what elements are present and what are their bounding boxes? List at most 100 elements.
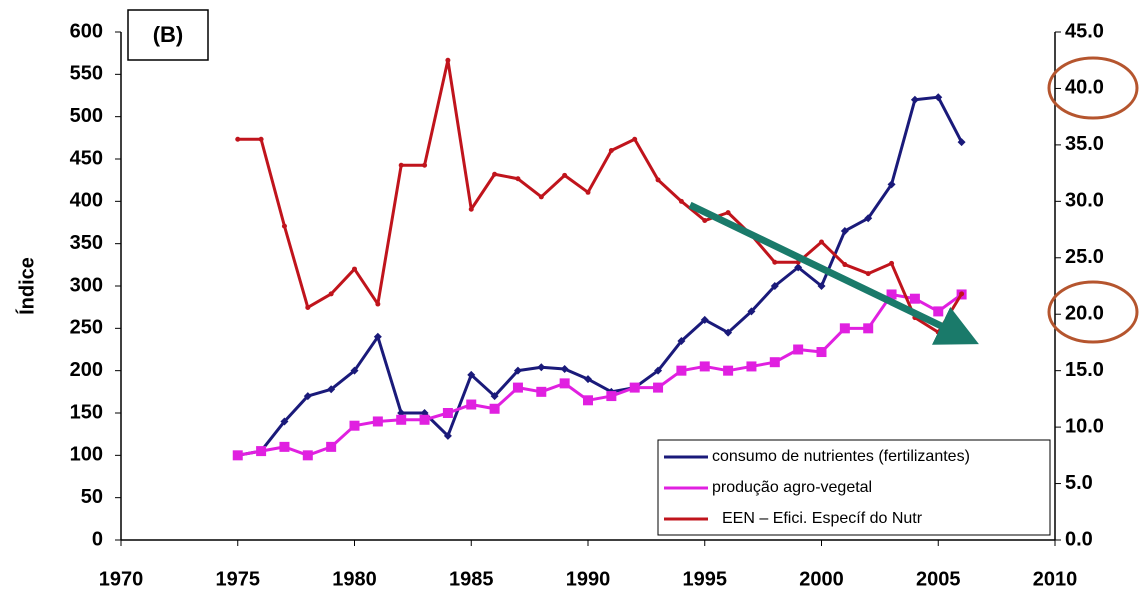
marker (515, 176, 521, 182)
marker (538, 194, 544, 200)
marker (723, 365, 734, 376)
marker (468, 206, 474, 212)
marker (839, 323, 850, 334)
marker (678, 198, 684, 204)
marker (887, 180, 896, 189)
marker (442, 408, 453, 418)
y2-tick-label: 40.0 (1065, 77, 1104, 99)
marker (793, 344, 804, 355)
marker (959, 291, 965, 297)
y-tick-label: 400 (70, 190, 103, 212)
marker (422, 162, 428, 168)
marker (373, 332, 382, 341)
y-axis-label: Índice (15, 257, 38, 315)
marker (235, 136, 241, 142)
y-tick-label: 250 (70, 317, 103, 339)
x-tick-label: 2000 (799, 568, 844, 590)
marker (583, 395, 593, 406)
y-tick-label: 200 (70, 359, 103, 381)
y2-tick-label: 5.0 (1065, 472, 1093, 494)
marker (396, 414, 407, 425)
y-tick-label: 450 (70, 147, 103, 169)
marker (935, 329, 941, 335)
legend-box (657, 439, 1051, 536)
marker (772, 259, 778, 265)
marker (606, 391, 617, 402)
marker (629, 382, 640, 393)
highlight-circle (1047, 56, 1139, 120)
marker (608, 148, 614, 154)
y-tick-label: 600 (70, 20, 103, 42)
x-tick-label: 2010 (1033, 568, 1078, 590)
marker (677, 337, 686, 346)
marker (910, 95, 919, 104)
y2-tick-label: 45.0 (1065, 20, 1104, 42)
marker (746, 361, 757, 372)
x-tick-label: 1970 (99, 568, 144, 590)
marker (909, 293, 920, 304)
y-tick-label: 350 (70, 232, 103, 254)
marker (375, 301, 381, 307)
marker (256, 446, 267, 457)
marker (863, 323, 874, 334)
marker (889, 260, 895, 266)
marker (419, 414, 430, 425)
y-tick-label: 100 (70, 444, 103, 466)
marker (303, 392, 312, 401)
marker (559, 378, 570, 389)
marker (279, 441, 290, 452)
y-tick-label: 300 (70, 274, 103, 296)
marker (653, 382, 664, 393)
y-tick-label: 500 (70, 105, 103, 127)
marker (537, 363, 546, 372)
x-tick-label: 1995 (683, 568, 728, 590)
marker (770, 282, 779, 290)
marker (702, 218, 708, 224)
x-tick-label: 1985 (449, 568, 494, 590)
y-tick-label: 0 (92, 528, 103, 550)
marker (724, 328, 733, 337)
marker (490, 392, 499, 401)
marker (445, 57, 451, 63)
marker (562, 172, 568, 178)
marker (676, 365, 687, 376)
highlight-circle (1047, 280, 1139, 344)
legend-label: EEN – Efici. Específ do Nutr (722, 510, 923, 527)
marker (467, 370, 476, 379)
x-tick-label: 1980 (332, 568, 377, 590)
marker (725, 210, 731, 216)
marker (513, 366, 522, 375)
marker (305, 304, 311, 310)
marker (886, 289, 897, 300)
y2-tick-label: 20.0 (1065, 303, 1104, 325)
marker (280, 417, 289, 426)
marker (536, 386, 547, 397)
marker (933, 306, 944, 317)
marker (352, 266, 357, 272)
y-tick-label: 550 (70, 63, 103, 85)
marker (842, 262, 848, 268)
marker (865, 271, 871, 277)
series-line (237, 58, 963, 334)
marker (819, 239, 824, 245)
x-tick-label: 2005 (916, 568, 961, 590)
y2-tick-label: 10.0 (1065, 415, 1104, 437)
series-line (237, 95, 963, 457)
y2-tick-label: 35.0 (1065, 133, 1104, 155)
marker (258, 136, 264, 142)
marker (585, 189, 591, 195)
legend-label: consumo de nutrientes (fertilizantes) (712, 448, 970, 465)
marker (302, 450, 313, 461)
marker (489, 403, 500, 414)
marker (398, 162, 404, 168)
x-tick-label: 1975 (216, 568, 261, 590)
marker (327, 385, 336, 394)
marker (512, 382, 523, 393)
marker (864, 214, 873, 223)
marker (654, 366, 663, 375)
marker (560, 364, 569, 373)
marker (794, 263, 803, 272)
marker (350, 366, 359, 375)
series-line (237, 292, 963, 457)
